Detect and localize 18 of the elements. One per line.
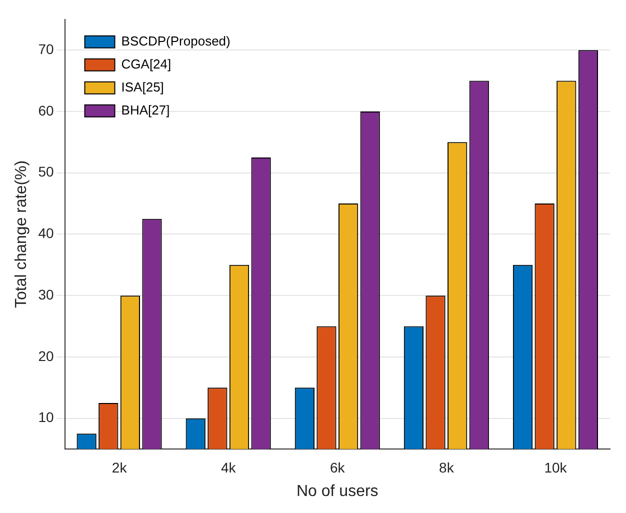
x-axis-title: No of users [296,482,378,500]
y-axis-title: Total change rate(%) [13,160,30,308]
y-tick-label: 50 [38,164,54,180]
y-tick-label: 20 [38,348,54,364]
y-tick-label: 10 [38,409,54,426]
x-tick-label: 8k [439,459,455,476]
y-tick-label: 70 [38,40,54,57]
legend-label: ISA[25] [121,79,164,94]
x-tick-label: 2k [112,459,128,476]
y-tick-label: 40 [38,225,54,242]
legend-label: BHA[27] [121,102,170,118]
x-tick-label: 6k [330,459,346,476]
legend-label: CGA[24] [121,56,172,72]
y-tick-label: 30 [38,286,54,302]
legend-label: BSCDP(Proposed) [121,33,230,48]
x-tick-label: 10k [544,459,568,476]
y-tick-label: 60 [38,102,54,118]
x-tick-label: 4k [220,459,237,476]
